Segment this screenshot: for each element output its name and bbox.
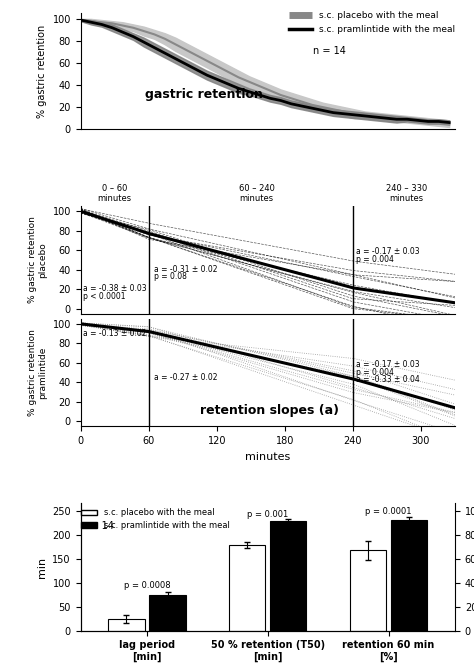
Text: n = 14: n = 14 [81, 521, 113, 531]
Legend: s.c. placebo with the meal, s.c. pramlintide with the meal: s.c. placebo with the meal, s.c. pramlin… [77, 505, 233, 533]
Y-axis label: min: min [36, 556, 46, 578]
Y-axis label: % gastric retention: % gastric retention [37, 25, 47, 118]
Bar [350, 550, 386, 631]
Text: 60 – 240
minutes: 60 – 240 minutes [238, 184, 274, 203]
Text: gastric retention: gastric retention [145, 89, 263, 101]
Text: a = -0.38 ± 0.03: a = -0.38 ± 0.03 [83, 285, 146, 293]
Text: retention slopes (a): retention slopes (a) [200, 403, 339, 417]
Text: 240 – 330
minutes: 240 – 330 minutes [386, 184, 427, 203]
Text: p = 0.0001: p = 0.0001 [365, 507, 412, 516]
Bar [391, 520, 427, 631]
Bar [149, 595, 186, 631]
Text: p = 0.001: p = 0.001 [247, 510, 289, 519]
Text: n = 14: n = 14 [313, 46, 346, 56]
Bar [270, 521, 307, 631]
Text: a = -0.13 ± 0.02: a = -0.13 ± 0.02 [83, 329, 146, 338]
Bar [109, 619, 145, 631]
Text: p = 0.0008: p = 0.0008 [124, 582, 170, 590]
Y-axis label: % gastric retention
placebo: % gastric retention placebo [27, 217, 47, 303]
Text: p = 0.004: p = 0.004 [356, 368, 394, 376]
Legend: s.c. placebo with the meal, s.c. pramlintide with the meal: s.c. placebo with the meal, s.c. pramlin… [286, 7, 459, 38]
Text: a = -0.33 ± 0.04: a = -0.33 ± 0.04 [356, 375, 420, 384]
Text: 0 – 60
minutes: 0 – 60 minutes [98, 184, 132, 203]
Text: a = -0.17 ± 0.03: a = -0.17 ± 0.03 [356, 247, 420, 256]
Text: a = -0.31 ± 0.02: a = -0.31 ± 0.02 [155, 264, 218, 274]
X-axis label: minutes: minutes [245, 452, 291, 462]
Text: a = -0.27 ± 0.02: a = -0.27 ± 0.02 [155, 374, 218, 382]
Text: a = -0.17 ± 0.03: a = -0.17 ± 0.03 [356, 360, 420, 369]
Text: p = 0.004: p = 0.004 [356, 255, 394, 264]
Y-axis label: % gastric retention
pramlintide: % gastric retention pramlintide [27, 329, 47, 416]
Text: p = 0.08: p = 0.08 [155, 272, 187, 281]
Text: p < 0.0001: p < 0.0001 [83, 292, 125, 301]
Bar [229, 546, 265, 631]
